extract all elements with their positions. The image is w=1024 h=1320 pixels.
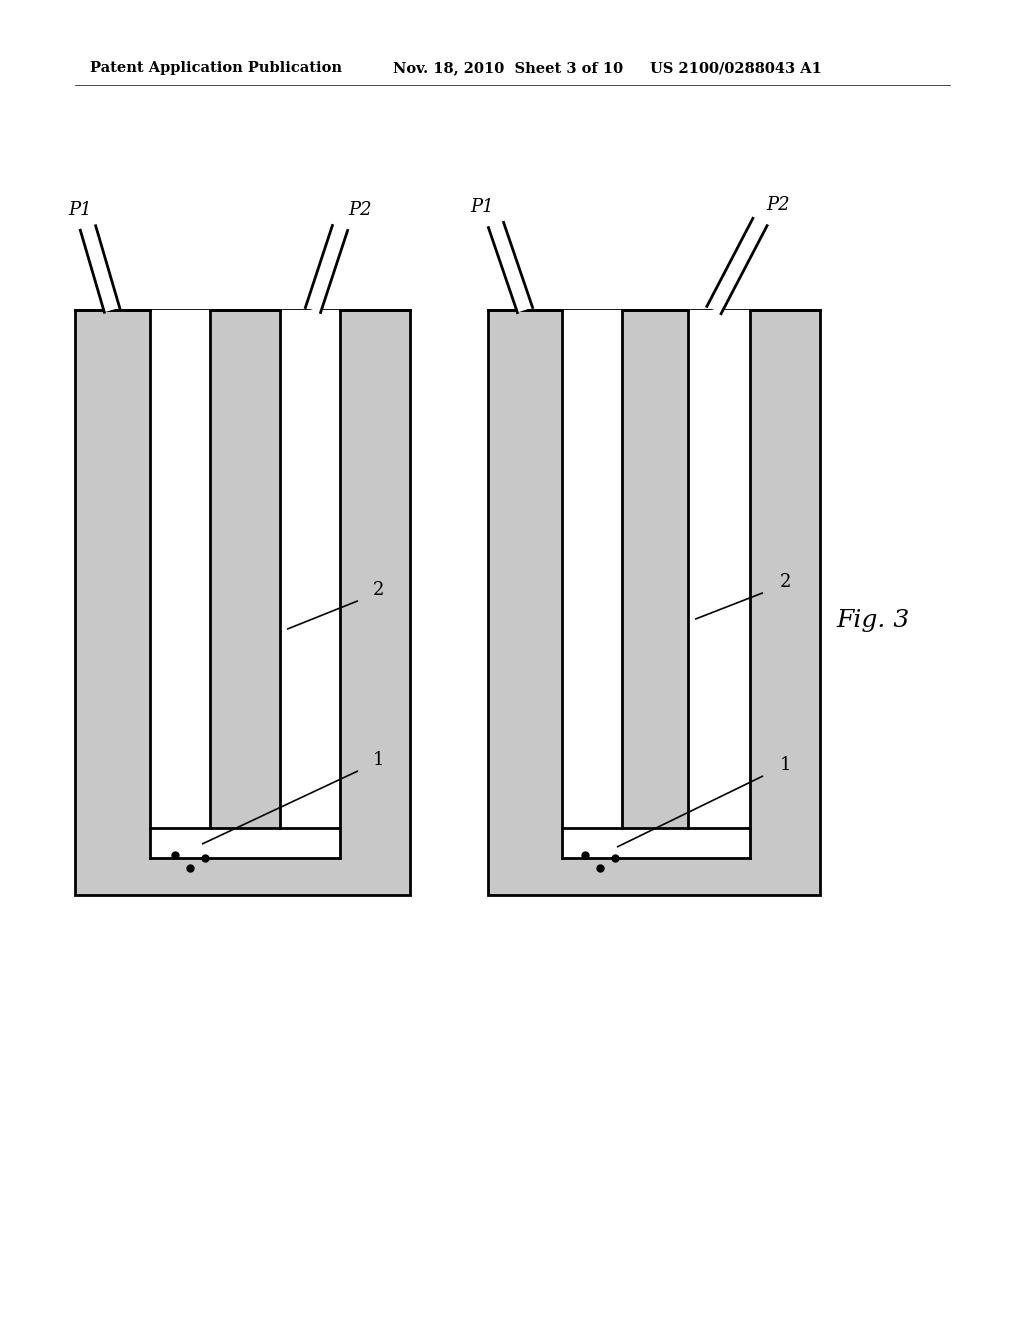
Polygon shape: [488, 222, 532, 313]
Bar: [150, 310, 210, 828]
Bar: [488, 310, 820, 895]
Bar: [280, 310, 340, 828]
Bar: [75, 310, 410, 895]
Text: P1: P1: [69, 201, 92, 219]
Text: Patent Application Publication: Patent Application Publication: [90, 61, 342, 75]
Text: P1: P1: [470, 198, 494, 216]
Text: 1: 1: [373, 751, 384, 770]
Bar: [562, 310, 622, 828]
Bar: [150, 828, 340, 858]
Text: P2: P2: [348, 201, 372, 219]
Polygon shape: [707, 218, 767, 314]
Text: Nov. 18, 2010  Sheet 3 of 10: Nov. 18, 2010 Sheet 3 of 10: [393, 61, 624, 75]
Bar: [562, 828, 750, 858]
Text: P2: P2: [766, 195, 790, 214]
Text: 1: 1: [780, 756, 792, 774]
Polygon shape: [80, 226, 120, 313]
Text: US 2100/0288043 A1: US 2100/0288043 A1: [650, 61, 822, 75]
Text: 2: 2: [780, 573, 792, 591]
Text: 2: 2: [373, 581, 384, 599]
Text: Fig. 3: Fig. 3: [836, 609, 909, 631]
Polygon shape: [305, 226, 347, 313]
Bar: [688, 310, 750, 828]
